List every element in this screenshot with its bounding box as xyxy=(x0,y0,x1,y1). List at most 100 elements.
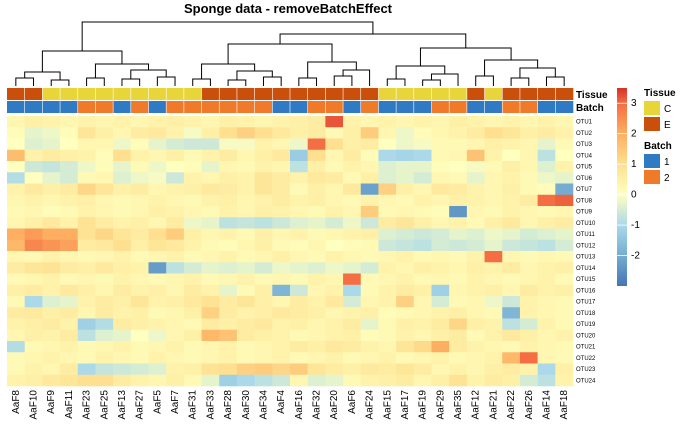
heatmap-cell xyxy=(254,262,273,274)
heatmap-cell xyxy=(7,262,25,274)
heatmap-cell xyxy=(307,262,326,274)
heatmap-cell xyxy=(537,352,556,364)
tissue-annotation-cell xyxy=(113,88,132,100)
heatmap-cell xyxy=(254,284,273,297)
heatmap-cell xyxy=(254,307,273,319)
heatmap-cell xyxy=(519,172,538,184)
heatmap-cell xyxy=(449,172,468,184)
dendrogram-branch xyxy=(422,79,441,86)
heatmap-cell xyxy=(254,217,273,229)
column-label: AaF18 xyxy=(559,390,570,420)
heatmap-cell xyxy=(484,161,503,173)
heatmap-cell xyxy=(290,172,308,184)
tissue-annotation-cell xyxy=(555,88,574,100)
heatmap-cell xyxy=(272,138,291,151)
heatmap-cell xyxy=(413,341,432,353)
column-label: AaF14 xyxy=(541,390,552,420)
heatmap-cell xyxy=(113,194,132,207)
heatmap-cell xyxy=(201,296,220,308)
batch-annotation-cell xyxy=(537,101,556,113)
tissue-annotation-cell xyxy=(236,88,255,100)
heatmap-cell xyxy=(77,318,96,331)
color-scale-tick-label: 2 xyxy=(631,129,637,140)
heatmap-cell xyxy=(484,251,503,263)
heatmap-cell xyxy=(466,239,485,252)
heatmap-cell xyxy=(183,284,202,297)
heatmap-cell xyxy=(502,172,521,184)
heatmap-cell xyxy=(130,341,149,353)
heatmap-cell xyxy=(502,149,521,162)
row-label: OTU6 xyxy=(576,176,593,182)
row-label: OTU21 xyxy=(576,345,596,351)
heatmap-cell xyxy=(42,374,61,387)
heatmap-cell xyxy=(219,217,238,229)
heatmap-cell xyxy=(519,363,538,376)
heatmap-cell xyxy=(236,363,255,376)
heatmap-cell xyxy=(325,172,344,184)
heatmap-cell xyxy=(236,183,255,196)
heatmap-cell xyxy=(307,296,326,308)
heatmap-cell xyxy=(148,149,167,162)
tissue-annotation-cell xyxy=(396,88,415,100)
heatmap-cell xyxy=(307,239,326,252)
batch-annotation-cell xyxy=(396,101,415,113)
heatmap-cell xyxy=(42,284,61,297)
tissue-legend-label: E xyxy=(664,120,671,131)
heatmap-cell xyxy=(378,296,397,308)
batch-annotation-cell xyxy=(413,101,432,113)
heatmap-cell xyxy=(413,206,432,218)
heatmap-cell xyxy=(325,194,344,207)
heatmap-cell xyxy=(466,318,485,331)
heatmap-cell xyxy=(307,374,326,387)
color-scale-tick-label: 1 xyxy=(631,159,637,170)
heatmap-cell xyxy=(325,284,344,297)
row-label: OTU16 xyxy=(576,288,596,294)
heatmap-cell xyxy=(325,161,344,173)
heatmap-cell xyxy=(130,138,149,151)
heatmap-cell xyxy=(502,239,521,252)
dendrogram-branch xyxy=(298,77,318,86)
column-label: AaF5 xyxy=(152,390,163,414)
heatmap-cell xyxy=(201,352,220,364)
heatmap-cell xyxy=(95,374,114,387)
heatmap-cell xyxy=(413,296,432,308)
dendrogram-branch xyxy=(86,77,105,86)
heatmap-cell xyxy=(148,116,167,128)
heatmap-cell xyxy=(272,172,291,184)
batch-legend-swatch xyxy=(644,170,660,184)
heatmap-cell xyxy=(343,183,362,196)
heatmap-cell xyxy=(272,116,291,128)
heatmap-cell xyxy=(60,138,79,151)
heatmap-cell xyxy=(290,273,308,286)
heatmap-cell xyxy=(378,127,397,139)
heatmap-cell xyxy=(201,307,220,319)
batch-annotation-cell xyxy=(42,101,61,113)
heatmap-cell xyxy=(502,296,521,308)
batch-annotation-cell xyxy=(24,101,43,113)
heatmap-cell xyxy=(130,239,149,252)
heatmap-cell xyxy=(7,284,25,297)
heatmap-cell xyxy=(95,149,114,162)
heatmap-cell xyxy=(325,149,344,162)
heatmap-cell xyxy=(307,116,326,128)
tissue-annotation-cell xyxy=(502,88,521,100)
heatmap-cell xyxy=(290,206,308,218)
heatmap-cell xyxy=(148,318,167,331)
heatmap-cell xyxy=(113,228,132,241)
heatmap-cell xyxy=(449,352,468,364)
heatmap-cell xyxy=(307,206,326,218)
tissue-annotation-cell xyxy=(219,88,238,100)
heatmap-cell xyxy=(307,161,326,173)
heatmap-cell xyxy=(166,116,185,128)
tissue-annotation-cell xyxy=(24,88,43,100)
heatmap-cell xyxy=(484,228,503,241)
heatmap-cell xyxy=(290,127,308,139)
color-scale-tick-label: -1 xyxy=(631,220,640,231)
heatmap-cell xyxy=(7,116,25,128)
heatmap-cell xyxy=(254,116,273,128)
dendrogram-branch xyxy=(81,21,374,51)
heatmap-cell xyxy=(519,307,538,319)
heatmap-cell xyxy=(201,363,220,376)
heatmap-cell xyxy=(219,183,238,196)
heatmap-cell xyxy=(537,341,556,353)
